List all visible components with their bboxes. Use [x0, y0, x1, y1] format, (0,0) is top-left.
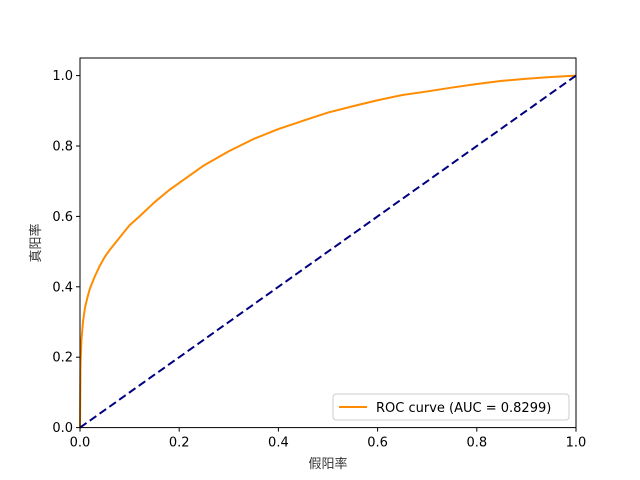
legend-box [332, 393, 570, 421]
y-tick-label: 0.0 [52, 421, 73, 436]
x-tick-label: 0.4 [268, 436, 289, 451]
plot-frame [79, 57, 577, 429]
legend: ROC curve (AUC = 0.8299) [332, 393, 570, 421]
y-axis-label: 真阳率 [28, 223, 44, 262]
y-tick-label: 0.8 [52, 140, 73, 155]
x-axis: 0.0 0.2 0.4 0.6 0.8 1.0 [70, 427, 587, 451]
y-tick-label: 1.0 [52, 69, 73, 84]
plot-lines [79, 74, 577, 429]
legend-label-roc: ROC curve (AUC = 0.8299) [376, 401, 551, 416]
x-axis-label: 假阳率 [308, 456, 347, 472]
x-tick-label: 0.2 [169, 436, 190, 451]
y-axis: 0.0 0.2 0.4 0.6 0.8 1.0 [52, 69, 80, 436]
x-tick-label: 0.8 [466, 436, 487, 451]
y-tick-label: 0.6 [52, 210, 73, 225]
chance-diagonal-line [79, 74, 577, 429]
x-tick-label: 0.0 [70, 436, 91, 451]
roc-curve-line [79, 74, 577, 428]
x-tick-label: 1.0 [566, 436, 587, 451]
y-tick-label: 0.4 [52, 280, 73, 295]
x-tick-label: 0.6 [367, 436, 388, 451]
y-tick-label: 0.2 [52, 351, 73, 366]
